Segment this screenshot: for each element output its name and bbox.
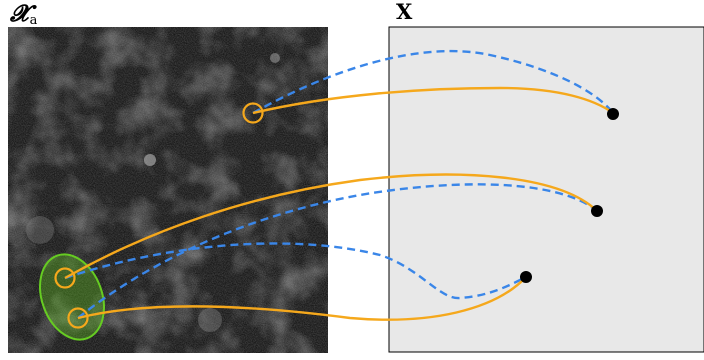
dashed-curves: [64, 49, 614, 319]
target-point-middle: [591, 205, 603, 217]
dashed-curve-middle: [77, 183, 598, 319]
right-panel-label: X: [396, 0, 413, 24]
solid-curve-middle: [64, 173, 598, 280]
solid-curve-top: [252, 86, 614, 115]
target-point-top: [607, 108, 619, 120]
solid-curve-lower: [77, 276, 527, 321]
source-marker-top: [242, 102, 264, 124]
source-marker-upper-left: [54, 267, 76, 289]
left-panel-label: 𝓧a: [10, 0, 38, 28]
source-markers: [54, 102, 264, 329]
dashed-curve-lower: [64, 242, 527, 300]
dashed-curve-top: [252, 49, 614, 115]
left-image: [8, 27, 328, 353]
target-point-lower: [520, 271, 532, 283]
solid-curves: [64, 86, 614, 321]
target-points: [520, 108, 619, 283]
source-marker-lower-left: [67, 307, 89, 329]
